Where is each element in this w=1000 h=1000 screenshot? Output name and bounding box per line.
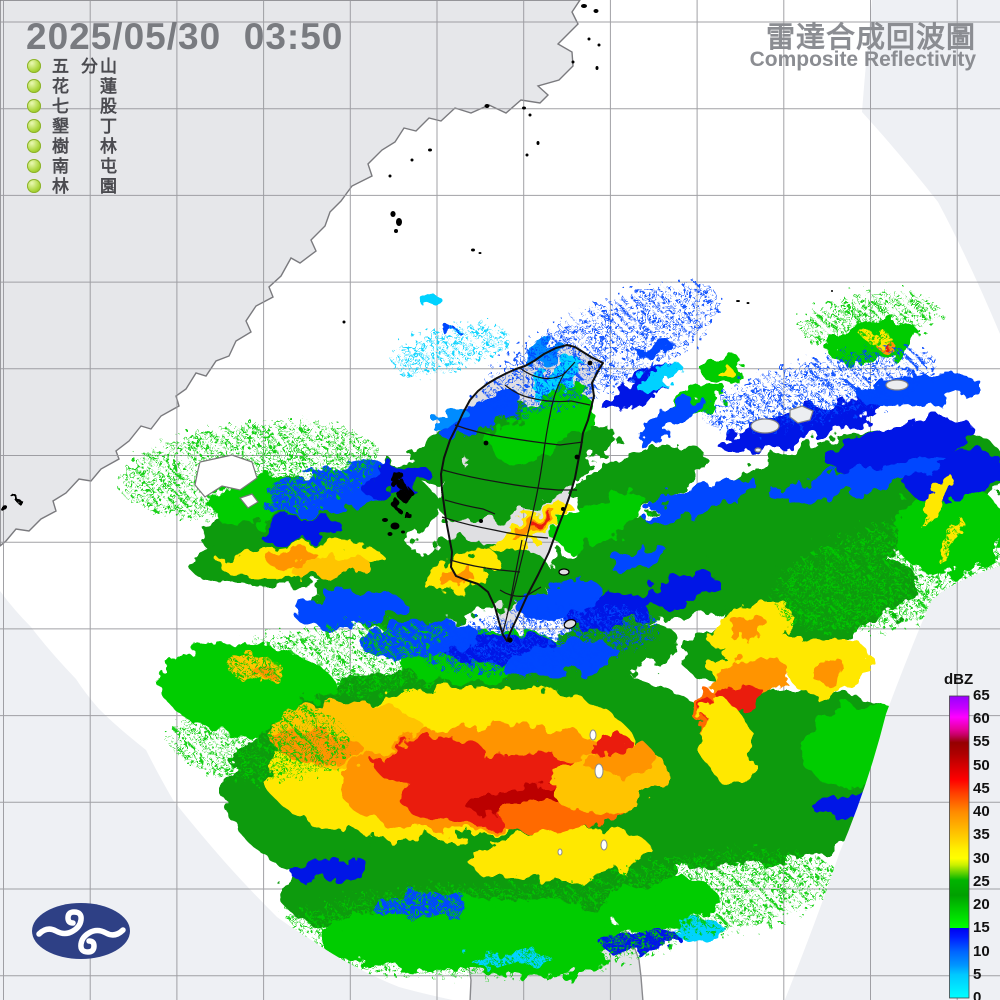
- echo-cell: [561, 850, 839, 940]
- offshore-islets: [342, 4, 833, 324]
- batanes-islands: [557, 729, 608, 856]
- legend-tick-15: 15: [973, 919, 990, 937]
- taiwan-coastline: [440, 344, 604, 642]
- china-mainland: [0, 0, 581, 547]
- station-name-left: 林: [52, 177, 69, 196]
- station-name-left: 五分: [52, 57, 98, 76]
- county-borders: [441, 361, 591, 633]
- station-name-right: 丁: [100, 117, 117, 136]
- echo-cell: [810, 658, 846, 682]
- station-name-right: 股: [100, 97, 117, 116]
- legend-tick-20: 20: [973, 896, 990, 914]
- echo-cell: [399, 485, 411, 503]
- echo-cell: [404, 511, 410, 519]
- legend-tick-10: 10: [973, 942, 990, 960]
- echo-cell: [429, 407, 467, 429]
- echo-cell: [703, 348, 937, 432]
- legend-tick-35: 35: [973, 826, 990, 844]
- station-name-left: 南: [52, 157, 69, 176]
- station-name-left: 花: [52, 77, 69, 96]
- legend-tick-50: 50: [973, 756, 990, 774]
- legend-tick-5: 5: [973, 965, 982, 983]
- legend-tick-0: 0: [973, 989, 982, 1000]
- echo-cell: [532, 513, 554, 529]
- kinmen-islands: [194, 454, 259, 509]
- station-status-dot-icon: [27, 59, 41, 73]
- station-status-dot-icon: [27, 179, 41, 193]
- echo-cell: [290, 556, 370, 578]
- echo-cell: [4, 509, 12, 515]
- echo-cell: [170, 700, 350, 780]
- echo-cell: [610, 547, 670, 573]
- echo-cell: [210, 623, 490, 697]
- station-name-left: 樹: [52, 137, 69, 156]
- legend-colorbar: [949, 695, 970, 999]
- cwb-logo-wave-left: [36, 909, 84, 937]
- station-name-right: 山: [100, 57, 117, 76]
- station-status-dot-icon: [27, 119, 41, 133]
- station-status-dot-icon: [27, 99, 41, 113]
- echo-cell: [588, 735, 632, 755]
- legend-tick-65: 65: [973, 687, 990, 704]
- green-island-lanyu: [558, 568, 577, 629]
- echo-cell: [827, 416, 973, 474]
- legend-tick-55: 55: [973, 733, 990, 751]
- cwb-logo: [32, 903, 130, 959]
- station-name-right: 園: [100, 177, 117, 196]
- station-name-left: 墾: [52, 117, 69, 136]
- echo-cell: [421, 605, 659, 675]
- echo-cell: [728, 617, 768, 639]
- penghu-islands: [382, 518, 405, 536]
- echo-cell: [17, 500, 23, 504]
- echo-cell: [699, 700, 755, 788]
- station-name-left: 七: [52, 97, 69, 116]
- cwb-logo-ellipse: [32, 903, 130, 959]
- station-name-right: 林: [100, 137, 117, 156]
- echo-cell: [391, 325, 509, 375]
- echo-cell: [375, 736, 485, 784]
- echo-cell: [480, 284, 720, 416]
- echo-cell: [393, 500, 401, 510]
- echo-cell: [637, 363, 683, 393]
- station-status-dot-icon: [27, 79, 41, 93]
- legend-unit-label: dBZ: [944, 671, 974, 688]
- echo-cell: [553, 492, 647, 548]
- echo-cell: [487, 410, 553, 450]
- legend-tick-30: 30: [973, 849, 990, 867]
- echo-cell: [295, 591, 405, 629]
- echo-cell: [290, 859, 370, 881]
- station-status-dot-icon: [27, 139, 41, 153]
- page-title-en: Composite Reflectivity: [749, 48, 976, 71]
- echo-cell: [642, 478, 758, 522]
- legend-tick-25: 25: [973, 872, 990, 890]
- cwb-logo-wave-right: [78, 927, 126, 955]
- page-title-zh: 雷達合成回波圖: [765, 22, 976, 54]
- echo-cell: [260, 516, 340, 544]
- legend-tick-60: 60: [973, 710, 990, 728]
- yaeyama-islands: [750, 379, 909, 453]
- echo-cell: [918, 473, 952, 527]
- timestamp: 2025/05/30 03:50: [26, 16, 344, 57]
- station-name-right: 蓮: [100, 77, 117, 96]
- echo-cell: [636, 395, 704, 445]
- echo-cell: [640, 573, 720, 607]
- city-dots: [479, 360, 593, 643]
- legend-tick-45: 45: [973, 779, 990, 797]
- map-linework: [194, 4, 909, 856]
- echo-cell: [771, 457, 949, 503]
- station-status-dot-icon: [27, 159, 41, 173]
- legend-tick-40: 40: [973, 803, 990, 821]
- echo-cell: [420, 294, 440, 306]
- echo-cell: [800, 292, 940, 348]
- station-name-right: 屯: [100, 157, 117, 176]
- echo-cell: [713, 364, 731, 374]
- echo-cell: [395, 472, 405, 488]
